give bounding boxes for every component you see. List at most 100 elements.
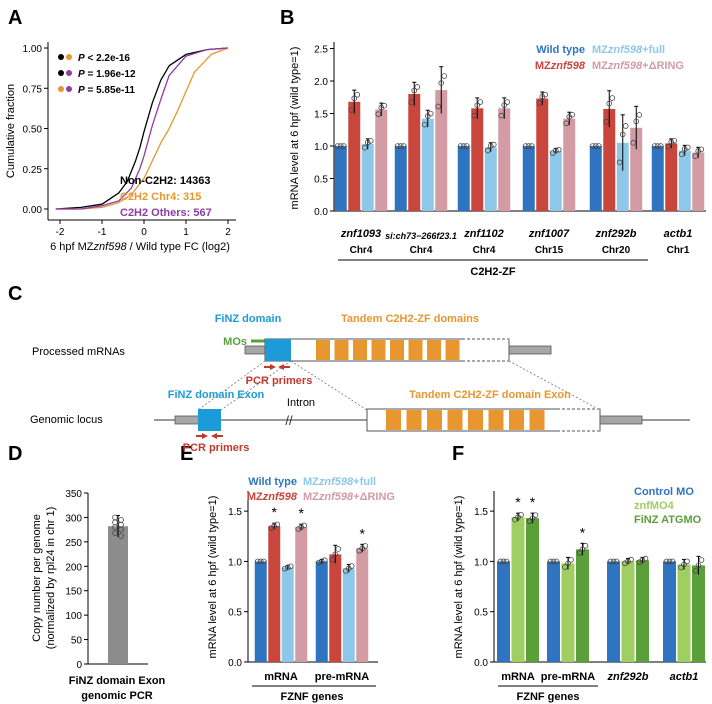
chr-label: Chr15 <box>535 245 564 256</box>
panel-e-legend-full: MZznf598+full <box>303 476 376 488</box>
genomic-utr3 <box>599 415 643 425</box>
chr-label: Chr20 <box>602 245 631 256</box>
replicate-dot <box>565 560 571 567</box>
panel-e-group-mrna: mRNA <box>264 671 298 683</box>
replicate-dot <box>610 558 617 565</box>
replicate-dot <box>281 565 288 572</box>
chr-label: Chr4 <box>350 245 373 256</box>
x-tick-label: -2 <box>56 227 65 238</box>
replicate-dot <box>318 558 325 565</box>
gene-label: znf1093 <box>340 228 381 240</box>
intron-label: Intron <box>287 397 315 409</box>
y-tick-label: 0.50 <box>23 125 43 136</box>
y-tick-label: 2.5 <box>314 45 328 56</box>
bar <box>636 560 649 662</box>
replicate-dot <box>287 563 294 570</box>
replicate-dot <box>118 533 124 539</box>
replicate-dot <box>550 558 557 565</box>
zf-block <box>334 340 349 360</box>
significance-star: * <box>360 525 366 541</box>
replicate-dot <box>332 551 339 558</box>
replicate-dot <box>254 558 261 565</box>
panel-f-y-ticks: 0.0 0.5 1.0 1.5 <box>474 507 494 669</box>
y-tick-label: 250 <box>65 538 82 549</box>
replicate-dot <box>411 87 418 94</box>
significance-star: * <box>299 505 305 521</box>
pcr-primer-arrows-2 <box>196 433 223 439</box>
replicate-dot <box>666 558 673 565</box>
replicate-dot <box>518 511 524 518</box>
y-tick-label: 100 <box>65 611 82 622</box>
y-tick-label: 50 <box>71 636 83 647</box>
replicate-dot <box>636 559 643 566</box>
replicate-dot <box>321 557 328 564</box>
replicate-dot <box>457 143 464 149</box>
y-tick-label: 0.5 <box>228 608 242 619</box>
replicate-dot <box>636 112 643 118</box>
replicate-dot <box>421 121 428 128</box>
panel-e-y-label: mRNA level at 6 hpf (wild type=1) <box>207 496 219 659</box>
replicate-dot <box>367 138 374 144</box>
bar <box>498 108 511 211</box>
y-tick-label: 300 <box>65 513 82 524</box>
replicate-dot <box>274 521 281 528</box>
replicate-dot <box>112 514 118 521</box>
genomic-locus-label: Genomic locus <box>30 414 103 426</box>
y-tick-label: 0.0 <box>474 658 488 669</box>
replicate-dot <box>692 153 699 159</box>
panel-e-group-label: FZNF genes <box>281 691 344 703</box>
bar <box>526 518 539 662</box>
replicate-dot <box>625 558 631 565</box>
panel-d-bars <box>108 514 128 664</box>
replicate-dot <box>295 526 302 532</box>
panel-f-legend-znfmo4: znfMO4 <box>634 500 675 512</box>
bar <box>408 94 421 211</box>
replicate-dot <box>553 558 560 565</box>
bar <box>536 98 549 211</box>
y-tick-label: 150 <box>65 587 82 598</box>
replicate-dot <box>630 140 637 146</box>
y-tick-label: 0.0 <box>228 658 242 669</box>
panel-b-bars <box>334 66 705 211</box>
intron-break-mark: // <box>285 413 293 428</box>
genomic-utr5 <box>174 415 200 425</box>
replicate-dot <box>695 562 702 569</box>
replicate-dot <box>628 556 634 563</box>
y-tick-label: 350 <box>65 489 82 500</box>
panel-a-y-label: Cumulative fraction <box>5 84 17 178</box>
c2h2-zf-blocks-genomic <box>386 410 545 430</box>
pcr-primers-label-2: PCR primers <box>183 442 250 454</box>
y-tick-label: 0.25 <box>23 165 43 176</box>
replicate-dot <box>642 555 649 562</box>
replicate-dot <box>579 546 586 553</box>
replicate-dot <box>525 143 532 149</box>
panel-a-x-label: 6 hpf MZznf598 / Wild type FC (log2) <box>50 241 230 253</box>
replicate-dot <box>400 143 407 149</box>
bar <box>329 554 342 662</box>
zf-block <box>447 410 463 430</box>
bar <box>630 127 643 211</box>
panel-letter-c: C <box>8 283 22 305</box>
bar <box>547 561 560 662</box>
bar <box>692 565 705 662</box>
replicate-dot <box>503 558 510 565</box>
cdf-line-1 <box>55 47 229 210</box>
replicate-dot <box>669 558 676 565</box>
replicate-dot <box>315 559 322 566</box>
bar <box>254 561 267 662</box>
replicate-dot <box>501 102 508 108</box>
zf-block <box>509 410 524 430</box>
panel-f-group-pre-mrna: pre-mRNA <box>541 671 595 683</box>
replicate-dot <box>563 120 570 127</box>
replicate-dot <box>529 515 536 521</box>
replicate-dot <box>532 512 539 518</box>
replicate-dot <box>663 558 670 565</box>
y-tick-label: 2.0 <box>314 77 328 88</box>
y-tick-label: 1.0 <box>474 557 488 568</box>
replicate-dot <box>589 143 596 149</box>
y-tick-label: 1.00 <box>23 44 43 55</box>
panel-a-pvalue-3: P = 5.85e-11 <box>58 85 135 96</box>
bar <box>108 526 128 664</box>
replicate-dot <box>334 143 341 149</box>
zf-block <box>488 410 504 430</box>
